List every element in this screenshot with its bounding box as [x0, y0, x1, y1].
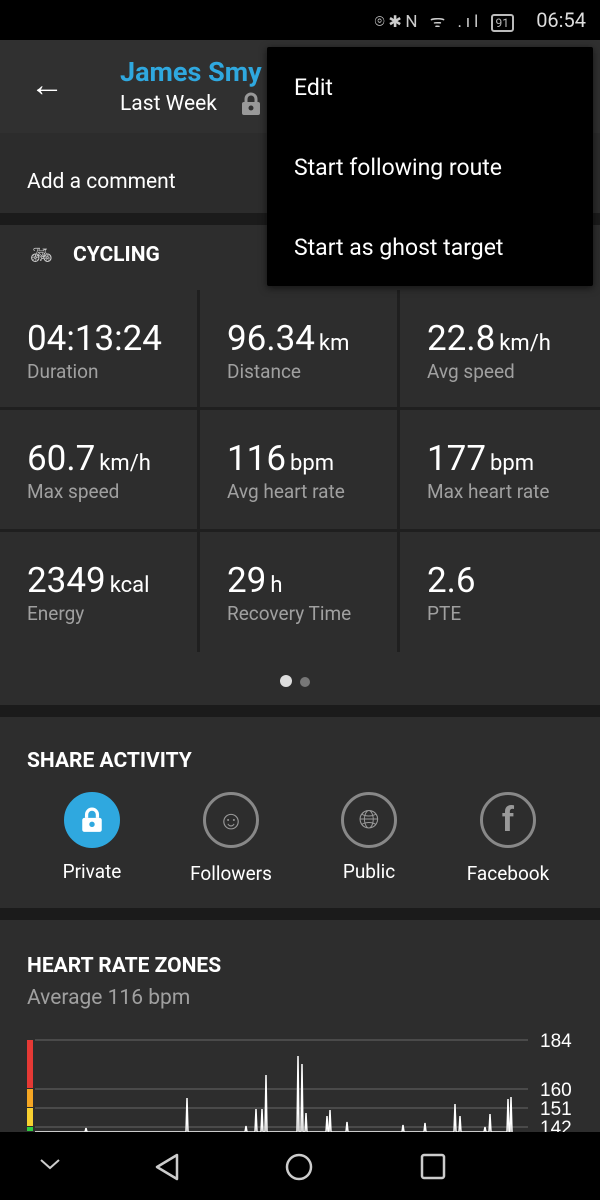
- chevron-down-icon[interactable]: [38, 1156, 62, 1172]
- stat-number: 177: [427, 438, 487, 479]
- stat-number: 29: [227, 560, 267, 601]
- stat-value: 2.6: [427, 560, 480, 601]
- menu-item-ghost-target[interactable]: Start as ghost target: [294, 234, 504, 261]
- zone-tick-label: 142: [540, 1118, 572, 1132]
- stat-label: Energy: [27, 602, 85, 625]
- menu-item-follow-route[interactable]: Start following route: [294, 154, 502, 181]
- hr-average: Average 116 bpm: [27, 986, 191, 1010]
- stat-cell: 22.8 km/h Avg speed: [400, 290, 600, 410]
- heart-rate-line: [35, 1055, 513, 1132]
- comment-placeholder: Add a comment: [27, 170, 176, 194]
- stats-grid: 04:13:24 Duration 96.34 km Distance 22.8 km/h A…: [0, 290, 600, 652]
- zone-color-bar: [27, 1040, 33, 1088]
- stat-number: 04:13:24: [27, 318, 162, 359]
- stat-number: 60.7: [27, 438, 96, 479]
- stat-value: 60.7 km/h: [27, 438, 151, 479]
- zone-tick-label: 160: [540, 1080, 572, 1101]
- stat-unit: h: [270, 573, 283, 598]
- stat-label: Recovery Time: [227, 602, 352, 625]
- facebook-icon: f: [480, 792, 536, 848]
- share-label: Private: [62, 860, 122, 883]
- stat-value: 04:13:24: [27, 318, 166, 359]
- stat-value: 22.8 km/h: [427, 318, 551, 359]
- share-private-button[interactable]: Private: [22, 792, 162, 883]
- page-dot: [300, 677, 310, 687]
- battery-icon: 91: [490, 14, 514, 32]
- status-icons: ⌾✱N ᯤ .ıl 91: [375, 9, 514, 32]
- navigation-bar: [0, 1132, 600, 1200]
- stat-unit: km: [318, 331, 350, 356]
- stat-cell: 2349 kcal Energy: [0, 532, 200, 652]
- share-label: Public: [342, 860, 396, 883]
- followers-icon: ☺: [203, 792, 259, 848]
- zone-color-bar: [27, 1127, 33, 1131]
- share-followers-button[interactable]: ☺ Followers: [161, 792, 301, 885]
- clock: 06:54: [536, 8, 586, 32]
- stat-unit: bpm: [290, 451, 335, 476]
- stat-label: Avg speed: [427, 360, 515, 383]
- stat-label: Max heart rate: [427, 480, 550, 503]
- hr-title: HEART RATE ZONES: [27, 954, 222, 978]
- stat-number: 2.6: [427, 560, 476, 601]
- activity-summary-card: 🚲︎ CYCLING 04:13:24 Duration 96.34 km Distan…: [0, 225, 600, 705]
- stat-number: 96.34: [227, 318, 315, 359]
- stat-unit: km/h: [99, 451, 151, 476]
- stat-label: Max speed: [27, 480, 120, 503]
- stat-unit: bpm: [490, 451, 535, 476]
- stat-label: Duration: [27, 360, 99, 383]
- stat-number: 2349: [27, 560, 106, 601]
- globe-icon: 🌐︎: [341, 792, 397, 848]
- share-public-button[interactable]: 🌐︎ Public: [299, 792, 439, 883]
- share-label: Facebook: [466, 862, 550, 885]
- stat-cell: 116 bpm Avg heart rate: [200, 410, 400, 532]
- share-facebook-button[interactable]: f Facebook: [438, 792, 578, 885]
- stat-cell: 177 bpm Max heart rate: [400, 410, 600, 532]
- bicycle-icon: 🚲︎: [30, 245, 53, 266]
- zone-tick-label: 184: [540, 1031, 572, 1052]
- stat-label: Avg heart rate: [227, 480, 345, 503]
- lock-icon: [242, 92, 260, 115]
- zone-color-bar: [27, 1108, 33, 1126]
- share-title: SHARE ACTIVITY: [27, 749, 192, 773]
- stat-cell: 04:13:24 Duration: [0, 290, 200, 410]
- zone-tick-label: 151: [540, 1099, 572, 1120]
- page-dot-active: [280, 675, 292, 687]
- share-activity-card: SHARE ACTIVITY Private ☺ Followers 🌐︎ Pu…: [0, 717, 600, 908]
- menu-item-edit[interactable]: Edit: [294, 74, 333, 101]
- stat-cell: 2.6 PTE: [400, 532, 600, 652]
- overflow-menu: Edit Start following route Start as ghos…: [267, 47, 593, 286]
- date-subtitle: Last Week: [120, 92, 217, 116]
- stat-value: 177 bpm: [427, 438, 534, 479]
- stat-value: 29 h: [227, 560, 282, 601]
- heart-rate-zones-card: HEART RATE ZONES Average 116 bpm 184 160 1…: [0, 920, 600, 1132]
- stat-number: 116: [227, 438, 287, 479]
- stat-unit: km/h: [499, 331, 551, 356]
- stat-unit: kcal: [109, 573, 150, 598]
- stat-value: 116 bpm: [227, 438, 334, 479]
- back-arrow-icon[interactable]: ←: [30, 65, 64, 105]
- stat-value: 96.34 km: [227, 318, 349, 359]
- stat-value: 2349 kcal: [27, 560, 149, 601]
- zone-color-bar: [27, 1089, 33, 1107]
- stat-cell: 60.7 km/h Max speed: [0, 410, 200, 532]
- recents-icon[interactable]: [420, 1153, 446, 1181]
- user-name[interactable]: James Smy: [120, 56, 262, 88]
- stat-cell: 29 h Recovery Time: [200, 532, 400, 652]
- back-icon[interactable]: [152, 1152, 182, 1182]
- home-icon[interactable]: [284, 1152, 314, 1182]
- lock-icon: [64, 792, 120, 848]
- page-indicator: [280, 672, 318, 691]
- stat-label: PTE: [427, 602, 462, 625]
- status-bar: ⌾✱N ᯤ .ıl 91 06:54: [0, 0, 600, 40]
- activity-type: CYCLING: [73, 243, 160, 267]
- stat-number: 22.8: [427, 318, 496, 359]
- stat-label: Distance: [227, 360, 301, 383]
- share-label: Followers: [190, 862, 272, 885]
- stat-cell: 96.34 km Distance: [200, 290, 400, 410]
